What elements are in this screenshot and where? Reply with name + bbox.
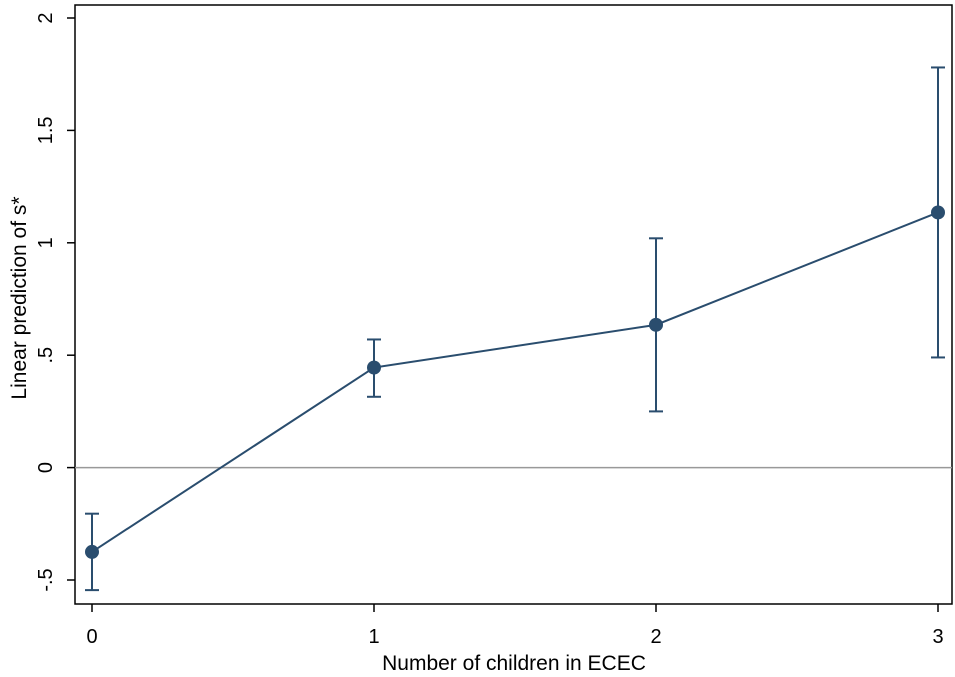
y-tick-label: 1.5 — [35, 116, 57, 144]
series-line — [91, 211, 939, 553]
data-point — [931, 205, 945, 220]
y-tick-label: 2 — [35, 12, 57, 23]
data-point — [367, 360, 381, 375]
x-tick-label: 3 — [932, 626, 943, 648]
y-axis-title: Linear prediction of s* — [8, 196, 31, 399]
y-tick-label: 1 — [35, 237, 57, 248]
y-tick-label: .5 — [35, 347, 57, 364]
data-point — [649, 317, 663, 332]
y-tick-label: -.5 — [35, 568, 57, 591]
plot-frame — [74, 4, 953, 605]
x-axis-title: Number of children in ECEC — [382, 652, 646, 675]
x-tick-label: 2 — [650, 626, 661, 648]
x-tick-label: 1 — [368, 626, 379, 648]
x-tick-label: 0 — [86, 626, 97, 648]
y-tick-label: 0 — [35, 462, 57, 473]
data-point — [85, 544, 99, 559]
